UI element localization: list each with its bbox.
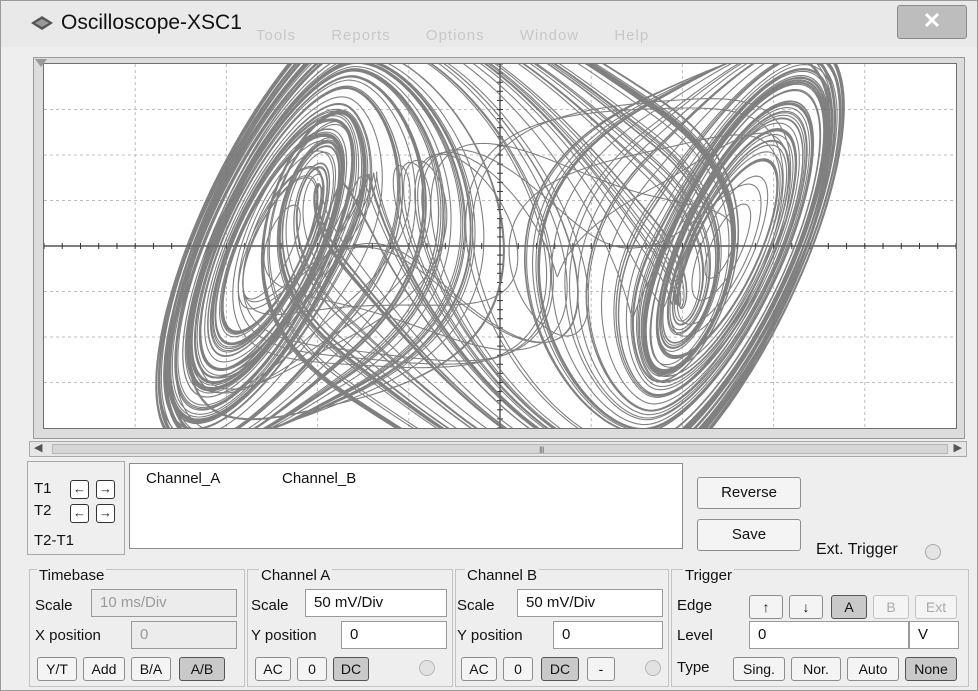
t2-right-button[interactable]: → — [96, 504, 115, 523]
channel-b-indicator — [645, 660, 661, 676]
t1-right-button[interactable]: → — [96, 480, 115, 499]
t2-t1-label: T2-T1 — [34, 532, 75, 549]
channel-b-title: Channel B — [465, 567, 540, 584]
window-title: Oscilloscope-XSC1 — [61, 11, 242, 34]
t1-label: T1 — [34, 480, 52, 497]
type-auto-button[interactable]: Auto — [847, 657, 899, 681]
timebase-scale-label: Scale — [35, 597, 73, 614]
trigger-level-label: Level — [677, 627, 713, 644]
ghost-menu-item: Tools — [256, 27, 297, 44]
t1-left-button[interactable]: ← — [70, 480, 89, 499]
ext-trigger-label: Ext. Trigger — [816, 541, 898, 558]
t2-label: T2 — [34, 502, 52, 519]
scroll-left-icon[interactable]: ◀ — [34, 442, 43, 454]
close-icon: ✕ — [922, 8, 942, 33]
title-bar[interactable]: Oscilloscope-XSC1 Tools Reports Options … — [1, 1, 977, 47]
channel-a-dc-button[interactable]: DC — [333, 657, 369, 681]
mode-ab-button[interactable]: A/B — [179, 657, 225, 681]
channel-a-ac-button[interactable]: AC — [255, 657, 291, 681]
channel-b-ypos-label: Y position — [457, 627, 523, 644]
trigger-marker-icon — [35, 59, 47, 67]
channel-b-dc-button[interactable]: DC — [541, 657, 579, 681]
measurement-readout: Channel_A Channel_B — [129, 463, 683, 549]
trigger-level-field[interactable]: 0 — [749, 621, 909, 649]
trigger-edge-label: Edge — [677, 597, 713, 614]
trigger-source-a-button[interactable]: A — [831, 595, 867, 619]
channel-b-invert-button[interactable]: - — [587, 657, 615, 681]
oscilloscope-display[interactable] — [43, 63, 957, 429]
readout-channel-b: Channel_B — [282, 470, 357, 487]
channel-b-scale-field[interactable]: 50 mV/Div — [517, 589, 663, 617]
channel-a-zero-button[interactable]: 0 — [297, 657, 327, 681]
attractor-trace — [155, 64, 845, 428]
arrow-right-icon: → — [99, 505, 112, 520]
scroll-right-icon[interactable]: ▶ — [953, 442, 962, 454]
scope-trace-svg — [44, 64, 956, 428]
channel-a-indicator — [419, 660, 435, 676]
channel-b-zero-button[interactable]: 0 — [503, 657, 533, 681]
ghost-menu-item: Reports — [331, 27, 391, 44]
trigger-source-ext-button[interactable]: Ext — [915, 595, 957, 619]
channel-a-group — [247, 569, 453, 687]
ext-trigger-indicator[interactable] — [925, 544, 941, 560]
trigger-source-b-button[interactable]: B — [873, 595, 909, 619]
scroll-thumb[interactable]: III — [52, 444, 948, 455]
mode-yt-button[interactable]: Y/T — [37, 657, 77, 681]
readout-channel-a: Channel_A — [146, 470, 221, 487]
rising-edge-icon: ↑ — [762, 599, 770, 615]
type-normal-button[interactable]: Nor. — [791, 657, 841, 681]
arrow-right-icon: → — [99, 481, 112, 496]
type-none-button[interactable]: None — [905, 657, 957, 681]
channel-b-group — [455, 569, 669, 687]
channel-a-title: Channel A — [259, 567, 333, 584]
oscilloscope-app-icon — [31, 16, 53, 30]
ghost-menu-item: Options — [425, 27, 485, 44]
edge-rising-button[interactable]: ↑ — [749, 595, 783, 619]
cursor-controls: T1 ← → T2 ← → T2-T1 — [27, 461, 125, 555]
ghost-menu-item: Window — [519, 27, 580, 44]
trigger-level-unit[interactable]: V — [909, 621, 959, 649]
mode-ba-button[interactable]: B/A — [131, 657, 171, 681]
arrow-left-icon: ← — [73, 505, 86, 520]
edge-falling-button[interactable]: ↓ — [789, 595, 823, 619]
channel-a-ypos-label: Y position — [251, 627, 317, 644]
x-position-label: X position — [35, 627, 101, 644]
timebase-scale-field[interactable]: 10 ms/Div — [91, 589, 237, 617]
mode-add-button[interactable]: Add — [83, 657, 125, 681]
t2-left-button[interactable]: ← — [70, 504, 89, 523]
x-position-field[interactable]: 0 — [131, 621, 237, 649]
save-button[interactable]: Save — [697, 519, 801, 551]
channel-a-ypos-field[interactable]: 0 — [341, 621, 447, 649]
horizontal-scrollbar[interactable]: ◀ III ▶ — [29, 441, 967, 457]
type-single-button[interactable]: Sing. — [733, 657, 785, 681]
channel-b-ypos-field[interactable]: 0 — [553, 621, 663, 649]
trigger-group — [671, 569, 969, 687]
channel-b-scale-label: Scale — [457, 597, 495, 614]
scroll-grip: III — [539, 445, 544, 455]
reverse-button[interactable]: Reverse — [697, 477, 801, 509]
timebase-group — [29, 569, 245, 687]
channel-a-scale-label: Scale — [251, 597, 289, 614]
ghost-menu-bar: Tools Reports Options Window Help — [256, 27, 679, 44]
trigger-title: Trigger — [683, 567, 734, 584]
channel-a-scale-field[interactable]: 50 mV/Div — [305, 589, 447, 617]
trigger-type-label: Type — [677, 659, 710, 676]
falling-edge-icon: ↓ — [802, 599, 810, 615]
ghost-menu-item: Help — [614, 27, 650, 44]
close-button[interactable]: ✕ — [897, 5, 967, 39]
channel-b-ac-button[interactable]: AC — [461, 657, 497, 681]
timebase-title: Timebase — [37, 567, 107, 584]
arrow-left-icon: ← — [73, 481, 86, 496]
